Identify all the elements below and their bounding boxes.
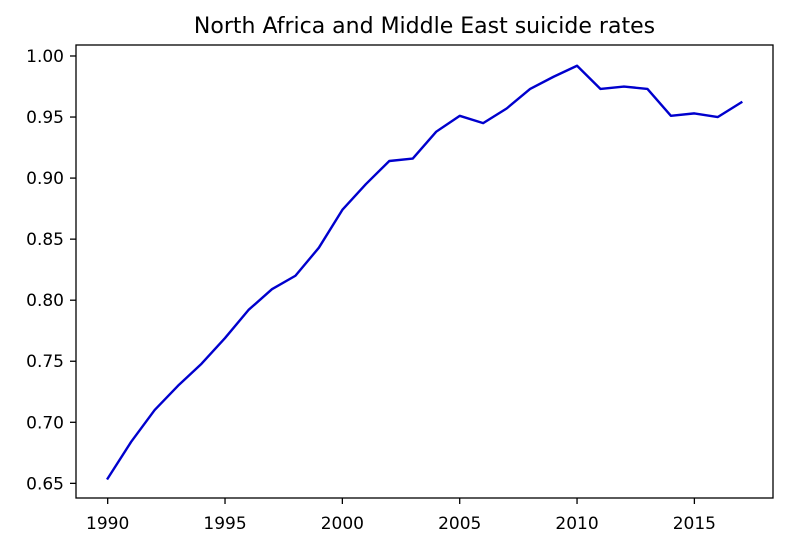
series-line [108, 66, 742, 479]
y-tick-label: 1.00 [26, 47, 64, 67]
y-tick-label: 0.65 [26, 474, 64, 494]
x-tick-label: 2015 [673, 514, 716, 534]
x-tick-label: 2010 [555, 514, 598, 534]
x-tick-label: 1995 [203, 514, 246, 534]
y-tick-label: 0.80 [26, 291, 64, 311]
chart-title: North Africa and Middle East suicide rat… [194, 14, 655, 39]
series-layer [108, 66, 742, 479]
axes: 1990 1995 2000 2005 2010 2015 0.65 0.70 0.75 0.80… [26, 47, 716, 534]
y-tick-label: 0.75 [26, 352, 64, 372]
y-tick-label: 0.95 [26, 108, 64, 128]
y-tick-label: 0.90 [26, 169, 64, 189]
x-tick-label: 1990 [86, 514, 129, 534]
x-tick-label: 2005 [438, 514, 481, 534]
x-tick-label: 2000 [321, 514, 364, 534]
y-tick-label: 0.85 [26, 230, 64, 250]
y-tick-label: 0.70 [26, 413, 64, 433]
